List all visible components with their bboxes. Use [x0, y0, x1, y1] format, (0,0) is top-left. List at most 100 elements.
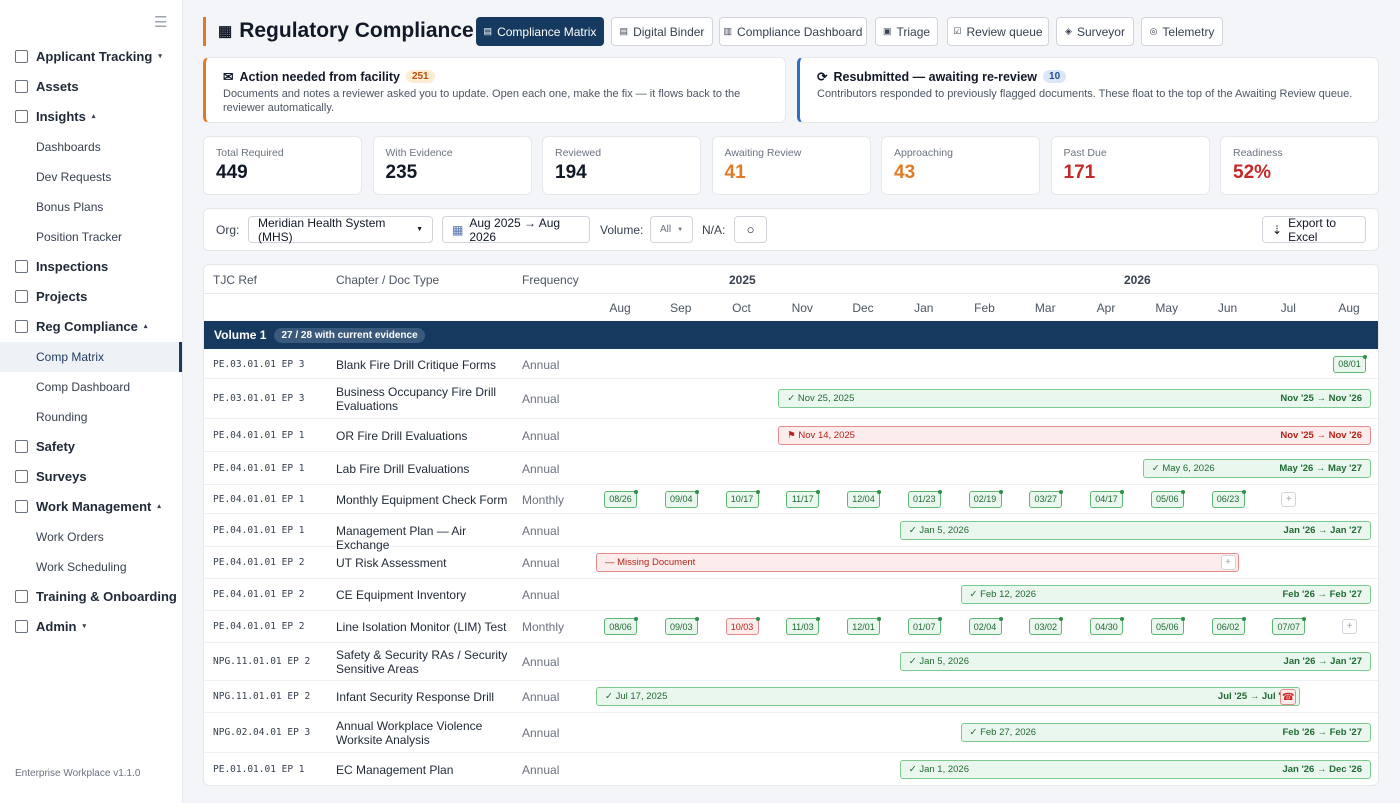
- checkbox-icon: [15, 469, 28, 483]
- frequency: Annual: [522, 556, 560, 570]
- action-needed-body: Documents and notes a reviewer asked you…: [223, 88, 741, 114]
- tjc-ref: NPG.02.04.01 EP 3: [213, 727, 311, 738]
- status-dot-icon: [816, 489, 821, 494]
- evidence-chip[interactable]: 11/03: [786, 617, 821, 635]
- chip-date: 05/06: [1155, 621, 1179, 632]
- sidebar-item-rounding[interactable]: Rounding: [0, 402, 182, 432]
- filter-bar: Org: Meridian Health System (MHS) ▼ ▦ Aug …: [203, 208, 1379, 251]
- sidebar-item-bonus-plans[interactable]: Bonus Plans: [0, 192, 182, 222]
- action-needed-banner[interactable]: ✉ Action needed from facility 251 Document…: [203, 57, 786, 123]
- evidence-chip[interactable]: 02/19: [968, 489, 1003, 508]
- sidebar-item-assets[interactable]: Assets: [0, 71, 182, 101]
- export-button[interactable]: ⇣ Export to Excel: [1262, 216, 1366, 244]
- evidence-chip[interactable]: 10/17: [725, 489, 760, 508]
- status-dot-icon: [634, 489, 638, 494]
- month-label: Feb: [974, 301, 995, 315]
- sidebar-item-inspections[interactable]: Inspections: [0, 251, 182, 281]
- evidence-chip[interactable]: 07/07: [1272, 617, 1307, 635]
- evidence-bar[interactable]: ✓ Feb 12, 2026 Feb '26 → Feb '27: [960, 585, 1371, 604]
- org-select[interactable]: Meridian Health System (MHS) ▼: [248, 216, 433, 244]
- volume-select[interactable]: All ▼: [650, 216, 693, 243]
- sidebar-item-position-tracker[interactable]: Position Tracker: [0, 222, 182, 252]
- volume-group-header[interactable]: Volume 1 27 / 28 with current evidence: [204, 321, 1378, 349]
- evidence-chip[interactable]: 08/26: [604, 489, 638, 508]
- sidebar-item-projects[interactable]: Projects: [0, 281, 182, 311]
- evidence-chip[interactable]: 01/07: [907, 617, 942, 635]
- evidence-range: Jul '25 → Jul '26: [1217, 691, 1292, 702]
- kpi-with-evidence: With Evidence 235: [372, 136, 532, 195]
- doc-type: Annual Workplace Violence Worksite Analy…: [336, 719, 483, 747]
- kpi-label: Readiness: [1233, 147, 1283, 159]
- sidebar-item-comp-matrix[interactable]: Comp Matrix: [0, 342, 182, 372]
- sidebar-item-surveys[interactable]: Surveys: [0, 461, 182, 491]
- evidence-chip[interactable]: 12/01: [847, 617, 881, 635]
- tab-compliance-matrix[interactable]: ▤ Compliance Matrix: [476, 17, 604, 46]
- sidebar-item-work-scheduling[interactable]: Work Scheduling: [0, 552, 182, 582]
- col-header-frequency: Frequency: [522, 273, 579, 287]
- dashboard-icon: ▥: [723, 26, 733, 36]
- reminder-alert-icon[interactable]: ☎: [1280, 689, 1297, 705]
- hamburger-icon[interactable]: ☰: [154, 14, 168, 31]
- sidebar-item-admin[interactable]: Admin ▾: [0, 611, 182, 641]
- evidence-bar[interactable]: ✓ Feb 27, 2026 Feb '26 → Feb '27: [960, 723, 1371, 742]
- doc-type: Infant Security Response Drill: [336, 690, 495, 704]
- sidebar-item-dev-requests[interactable]: Dev Requests: [0, 162, 182, 192]
- evidence-bar[interactable]: ✓ Jul 17, 2025 Jul '25 → Jul '26: [596, 687, 1301, 706]
- na-toggle[interactable]: ○: [734, 216, 767, 243]
- evidence-chip[interactable]: 09/04: [664, 489, 699, 508]
- add-evidence-button[interactable]: +: [1342, 619, 1357, 634]
- evidence-chip[interactable]: 06/23: [1211, 489, 1246, 508]
- sidebar-item-label: Bonus Plans: [36, 200, 104, 214]
- evidence-chip[interactable]: 09/03: [664, 617, 699, 635]
- evidence-bar[interactable]: ✓ Jan 1, 2026 Jan '26 → Dec '26: [899, 759, 1371, 779]
- resubmitted-banner[interactable]: ⟳ Resubmitted — awaiting re-review 10 Cont…: [797, 57, 1379, 123]
- sidebar-item-work-management[interactable]: Work Management ▴: [0, 491, 182, 521]
- evidence-bar[interactable]: ✓ Jan 5, 2026 Jan '26 → Jan '27: [899, 520, 1371, 540]
- date-range-picker[interactable]: ▦ Aug 2025 → Aug 2026: [442, 216, 590, 244]
- evidence-bar[interactable]: ⚑ Nov 14, 2025 Nov '25 → Nov '26: [778, 425, 1371, 445]
- evidence-chip[interactable]: 04/17: [1090, 489, 1124, 508]
- evidence-range: Jan '26 → Jan '27: [1283, 656, 1362, 667]
- evidence-chip[interactable]: 11/17: [786, 489, 821, 508]
- evidence-bar[interactable]: ✓ Jan 5, 2026 Jan '26 → Jan '27: [899, 652, 1371, 671]
- evidence-chip[interactable]: 05/06: [1150, 617, 1185, 635]
- sidebar-item-dashboards[interactable]: Dashboards: [0, 132, 182, 162]
- evidence-chip[interactable]: 01/23: [907, 489, 942, 508]
- evidence-chip[interactable]: 08/01: [1333, 354, 1367, 373]
- evidence-bar[interactable]: — Missing Document: [596, 553, 1240, 572]
- evidence-chip[interactable]: 10/03: [725, 617, 760, 635]
- sidebar-item-applicant-tracking[interactable]: Applicant Tracking ▾: [0, 41, 182, 71]
- evidence-chip[interactable]: 05/06: [1150, 489, 1185, 508]
- evidence-bar[interactable]: ✓ Nov 25, 2025 Nov '25 → Nov '26: [778, 389, 1371, 408]
- add-evidence-button[interactable]: +: [1220, 555, 1236, 570]
- evidence-date: ✓ Jan 1, 2026: [908, 763, 970, 775]
- sidebar-item-comp-dashboard[interactable]: Comp Dashboard: [0, 372, 182, 402]
- table-row: NPG.11.01.01 EP 2 Safety & Security RAs /…: [204, 643, 1378, 681]
- evidence-chip[interactable]: 03/02: [1029, 617, 1064, 635]
- tab-review-queue[interactable]: ☑ Review queue: [947, 17, 1049, 46]
- evidence-chip[interactable]: 04/30: [1090, 617, 1124, 635]
- sidebar-item-safety[interactable]: Safety: [0, 431, 182, 461]
- sidebar-item-label: Comp Dashboard: [36, 380, 131, 394]
- sidebar-item-insights[interactable]: Insights ▴: [0, 101, 182, 131]
- evidence-chip[interactable]: 02/04: [968, 617, 1003, 635]
- tab-triage[interactable]: ▣ Triage: [875, 17, 938, 46]
- evidence-chip[interactable]: 06/02: [1211, 617, 1246, 635]
- evidence-chip[interactable]: 03/27: [1029, 489, 1064, 508]
- evidence-chip[interactable]: 12/04: [847, 489, 881, 508]
- chip-date: 05/06: [1155, 494, 1179, 504]
- add-evidence-button[interactable]: +: [1281, 491, 1297, 507]
- status-dot-icon: [1120, 489, 1124, 494]
- tab-telemetry[interactable]: ◎ Telemetry: [1141, 17, 1223, 46]
- tab-compliance-dashboard[interactable]: ▥ Compliance Dashboard: [719, 17, 867, 46]
- chip-date: 10/17: [730, 494, 754, 504]
- month-label: Jan: [914, 301, 934, 315]
- evidence-bar[interactable]: ✓ May 6, 2026 May '26 → May '27: [1142, 458, 1371, 478]
- tab-digital-binder[interactable]: ▤ Digital Binder: [611, 17, 713, 46]
- sidebar-item-reg-compliance[interactable]: Reg Compliance ▴: [0, 311, 182, 341]
- sidebar-item-training-onboarding[interactable]: Training & Onboarding: [0, 581, 182, 611]
- tab-surveyor[interactable]: ◈ Surveyor: [1056, 17, 1134, 46]
- sidebar-item-work-orders[interactable]: Work Orders: [0, 522, 182, 552]
- evidence-chip[interactable]: 08/06: [604, 617, 638, 635]
- status-dot-icon: [634, 617, 638, 621]
